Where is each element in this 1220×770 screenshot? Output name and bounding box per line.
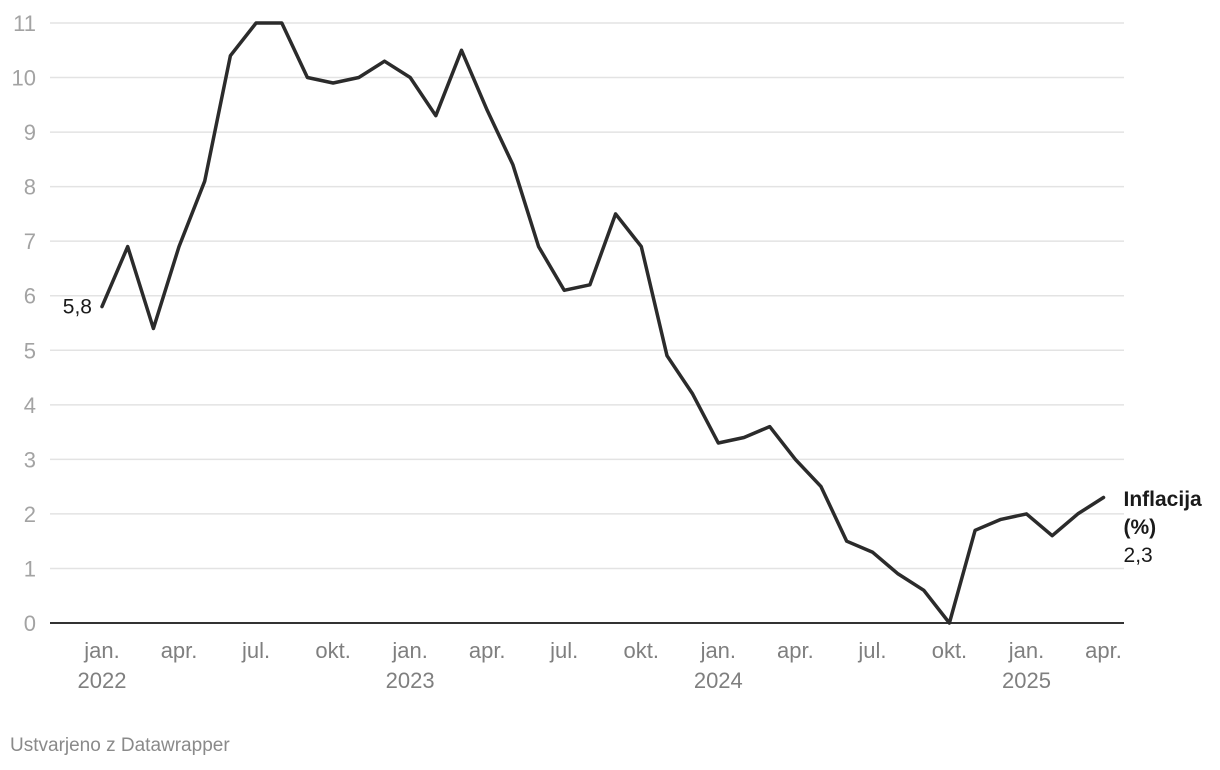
x-tick-label: jan.: [700, 638, 736, 663]
y-tick-label: 10: [12, 66, 36, 91]
x-tick-year-label: 2023: [386, 668, 435, 693]
y-axis-ticks: 0 1 2 3 4 5 6 7 8 9 10 11: [12, 11, 36, 636]
y-tick-label: 1: [24, 556, 36, 581]
series-name-label-line2: (%): [1124, 516, 1157, 539]
y-tick-label: 5: [24, 338, 36, 363]
y-tick-label: 0: [24, 611, 36, 636]
x-tick-label: apr.: [777, 638, 814, 663]
start-value-label: 5,8: [63, 296, 92, 319]
y-tick-label: 2: [24, 502, 36, 527]
x-tick-year-label: 2024: [694, 668, 743, 693]
datawrapper-credit: Ustvarjeno z Datawrapper: [10, 735, 230, 756]
y-tick-label: 7: [24, 229, 36, 254]
x-tick-label: jan.: [1008, 638, 1044, 663]
gridlines: [50, 22, 1124, 624]
x-tick-label: okt.: [624, 638, 659, 663]
series-name-label-line1: Inflacija: [1124, 488, 1203, 511]
x-tick-year-label: 2022: [78, 668, 127, 693]
x-axis-ticks: jan. 2022 apr. jul. okt. jan. 2023 apr. jul. okt.…: [78, 638, 1122, 693]
series-line-inflation: [100, 21, 1106, 625]
x-tick-label: apr.: [1085, 638, 1122, 663]
y-tick-label: 3: [24, 447, 36, 472]
x-tick-label: jan.: [83, 638, 119, 663]
y-tick-label: 4: [24, 393, 36, 418]
y-tick-label: 11: [13, 11, 36, 36]
x-tick-label: jul.: [241, 638, 270, 663]
x-tick-label: jul.: [857, 638, 886, 663]
x-tick-label: apr.: [161, 638, 198, 663]
y-tick-label: 6: [24, 284, 36, 309]
x-tick-label: okt.: [315, 638, 350, 663]
y-tick-label: 9: [24, 120, 36, 145]
x-tick-label: okt.: [932, 638, 967, 663]
x-tick-label: apr.: [469, 638, 506, 663]
x-tick-label: jan.: [391, 638, 427, 663]
x-tick-label: jul.: [549, 638, 578, 663]
end-value-label: 2,3: [1124, 544, 1153, 567]
y-tick-label: 8: [24, 175, 36, 200]
x-tick-year-label: 2025: [1002, 668, 1051, 693]
